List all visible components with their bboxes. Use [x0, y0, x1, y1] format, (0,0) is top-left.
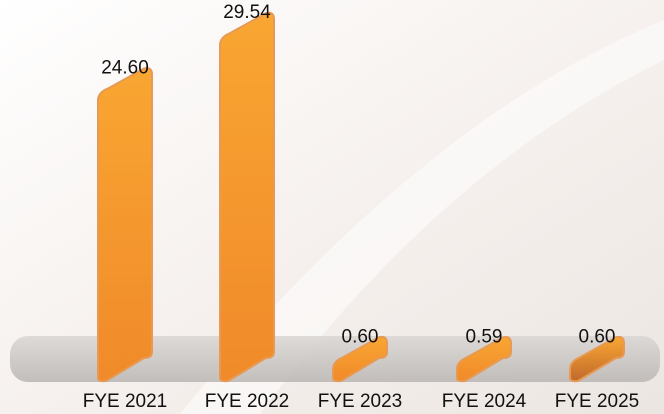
x-tick-label: FYE 2021 — [83, 391, 168, 412]
value-label: 0.59 — [466, 326, 503, 347]
value-label: 24.60 — [101, 57, 149, 78]
bar — [220, 13, 274, 381]
x-tick-label: FYE 2024 — [442, 391, 527, 412]
x-tick-label: FYE 2022 — [205, 391, 290, 412]
value-label: 0.60 — [342, 326, 379, 347]
value-label: 29.54 — [223, 2, 271, 23]
x-tick-label: FYE 2025 — [555, 391, 640, 412]
value-label: 0.60 — [579, 326, 616, 347]
page: 24.60 FYE 2021 29.54 FYE 2022 0.60 FYE 2023 0.… — [0, 0, 664, 414]
x-tick-label: FYE 2023 — [318, 391, 403, 412]
chart: 24.60 FYE 2021 29.54 FYE 2022 0.60 FYE 2023 0.… — [0, 0, 664, 414]
bar — [98, 68, 152, 381]
